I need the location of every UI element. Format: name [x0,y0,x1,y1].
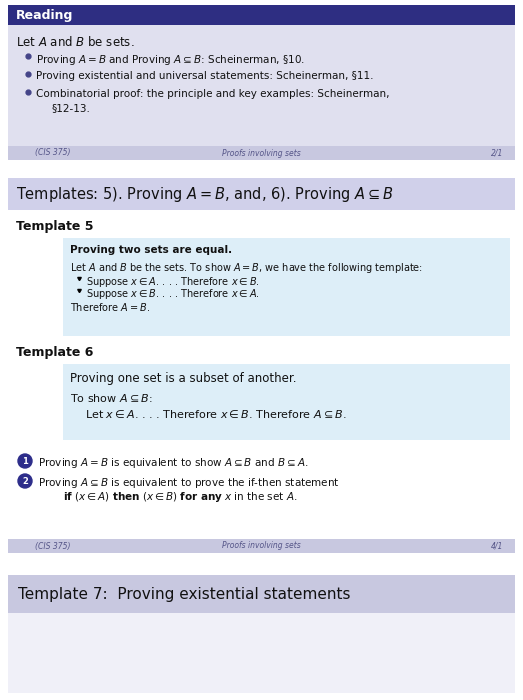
Bar [8,5,515,160]
Text: 2/1: 2/1 [491,148,503,158]
Text: To show $A \subseteq B$:: To show $A \subseteq B$: [70,392,153,404]
Text: Suppose $x \in A$. . . . Therefore $x \in B$.: Suppose $x \in A$. . . . Therefore $x \i… [86,275,260,289]
Text: Combinatorial proof: the principle and key examples: Scheinerman,: Combinatorial proof: the principle and k… [36,89,390,99]
Text: Let $A$ and $B$ be the sets. To show $A = B$, we have the following template:: Let $A$ and $B$ be the sets. To show $A … [70,261,423,275]
Text: Proving $A \subseteq B$ is equivalent to prove the if-then statement: Proving $A \subseteq B$ is equivalent to… [38,476,340,490]
Text: 2: 2 [22,477,28,486]
Text: $\mathbf{if}$ $(x \in A)$ $\mathbf{then}$ $(x \in B)$ $\mathbf{for\ any}$ $x$ in: $\mathbf{if}$ $(x \in A)$ $\mathbf{then}… [63,490,298,504]
Text: Proving $A = B$ and Proving $A \subseteq B$: Scheinerman, §10.: Proving $A = B$ and Proving $A \subseteq… [36,53,305,67]
Bar [8,178,515,210]
Text: Let $A$ and $B$ be sets.: Let $A$ and $B$ be sets. [16,35,134,49]
Text: Proving existential and universal statements: Scheinerman, §11.: Proving existential and universal statem… [36,71,373,81]
Bar [63,238,510,336]
Circle shape [18,454,32,468]
Text: Proving one set is a subset of another.: Proving one set is a subset of another. [70,372,297,385]
Text: 4/1: 4/1 [491,542,503,550]
Text: (CIS 375): (CIS 375) [35,148,71,158]
Text: §12-13.: §12-13. [51,103,90,113]
Text: Proving two sets are equal.: Proving two sets are equal. [70,245,232,255]
Text: Let $x \in A$. . . . Therefore $x \in B$. Therefore $A \subseteq B$.: Let $x \in A$. . . . Therefore $x \in B$… [85,408,347,420]
Text: Proofs involving sets: Proofs involving sets [222,148,300,158]
Text: Templates: 5). Proving $A = B$, and, 6). Proving $A \subseteq B$: Templates: 5). Proving $A = B$, and, 6).… [16,185,394,204]
Bar [8,5,515,25]
Bar [8,575,515,613]
Text: (CIS 375): (CIS 375) [35,542,71,550]
Bar [63,364,510,440]
Text: Therefore $A = B$.: Therefore $A = B$. [70,301,150,313]
Text: Template 7:  Proving existential statements: Template 7: Proving existential statemen… [18,587,350,601]
Text: 1: 1 [22,456,28,466]
Bar [8,539,515,553]
Text: Template 5: Template 5 [16,220,94,233]
Circle shape [18,474,32,488]
Bar [8,178,515,553]
Text: Template 6: Template 6 [16,346,94,359]
Text: Proving $A = B$ is equivalent to show $A \subseteq B$ and $B \subseteq A$.: Proving $A = B$ is equivalent to show $A… [38,456,309,470]
Text: Suppose $x \in B$. . . . Therefore $x \in A$.: Suppose $x \in B$. . . . Therefore $x \i… [86,287,260,301]
Text: Proofs involving sets: Proofs involving sets [222,542,300,550]
Bar [8,575,515,693]
Text: Reading: Reading [16,8,73,22]
Bar [8,146,515,160]
